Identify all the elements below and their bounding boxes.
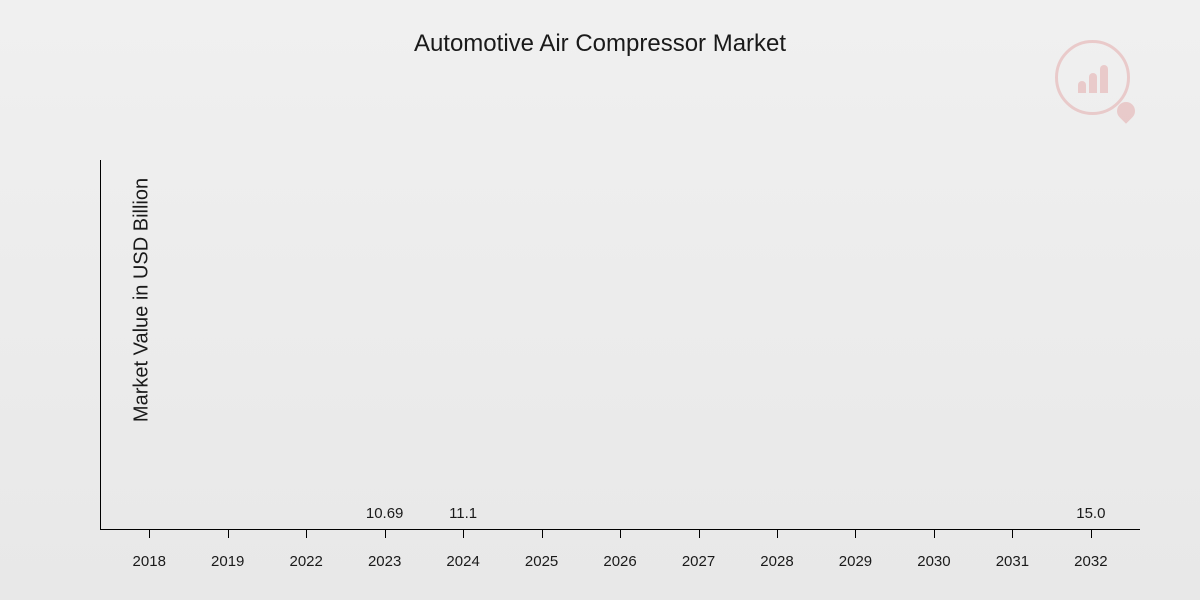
x-axis-label: 2030 bbox=[895, 553, 973, 570]
x-axis-label: 2022 bbox=[267, 553, 345, 570]
x-tick bbox=[699, 530, 700, 538]
chart-title: Automotive Air Compressor Market bbox=[414, 30, 786, 58]
x-tick bbox=[149, 530, 150, 538]
x-axis-label: 2032 bbox=[1052, 553, 1130, 570]
x-axis-label: 2028 bbox=[738, 553, 816, 570]
x-axis-label: 2027 bbox=[659, 553, 737, 570]
bar-value-label: 11.1 bbox=[449, 505, 477, 522]
x-tick bbox=[385, 530, 386, 538]
x-tick bbox=[777, 530, 778, 538]
x-axis-labels: 2018201920222023202420252026202720282029… bbox=[100, 553, 1140, 570]
x-tick bbox=[934, 530, 935, 538]
chart-area: 10.69 11.1 15.0 bbox=[100, 100, 1140, 530]
x-tick bbox=[1012, 530, 1013, 538]
x-axis-label: 2031 bbox=[973, 553, 1051, 570]
x-tick bbox=[542, 530, 543, 538]
x-tick bbox=[228, 530, 229, 538]
x-axis-label: 2026 bbox=[581, 553, 659, 570]
x-tick bbox=[620, 530, 621, 538]
bar-value-label: 15.0 bbox=[1076, 505, 1105, 522]
bars-container: 10.69 11.1 15.0 bbox=[100, 140, 1140, 530]
x-axis-label: 2024 bbox=[424, 553, 502, 570]
x-axis-label: 2018 bbox=[110, 553, 188, 570]
x-axis-label: 2029 bbox=[816, 553, 894, 570]
x-tick bbox=[1091, 530, 1092, 538]
x-tick bbox=[855, 530, 856, 538]
x-tick bbox=[463, 530, 464, 538]
x-axis-label: 2023 bbox=[345, 553, 423, 570]
x-axis-label: 2025 bbox=[502, 553, 580, 570]
bar-value-label: 10.69 bbox=[366, 505, 404, 522]
chart-container: Automotive Air Compressor Market Market … bbox=[0, 0, 1200, 600]
x-tick bbox=[306, 530, 307, 538]
x-axis-label: 2019 bbox=[188, 553, 266, 570]
